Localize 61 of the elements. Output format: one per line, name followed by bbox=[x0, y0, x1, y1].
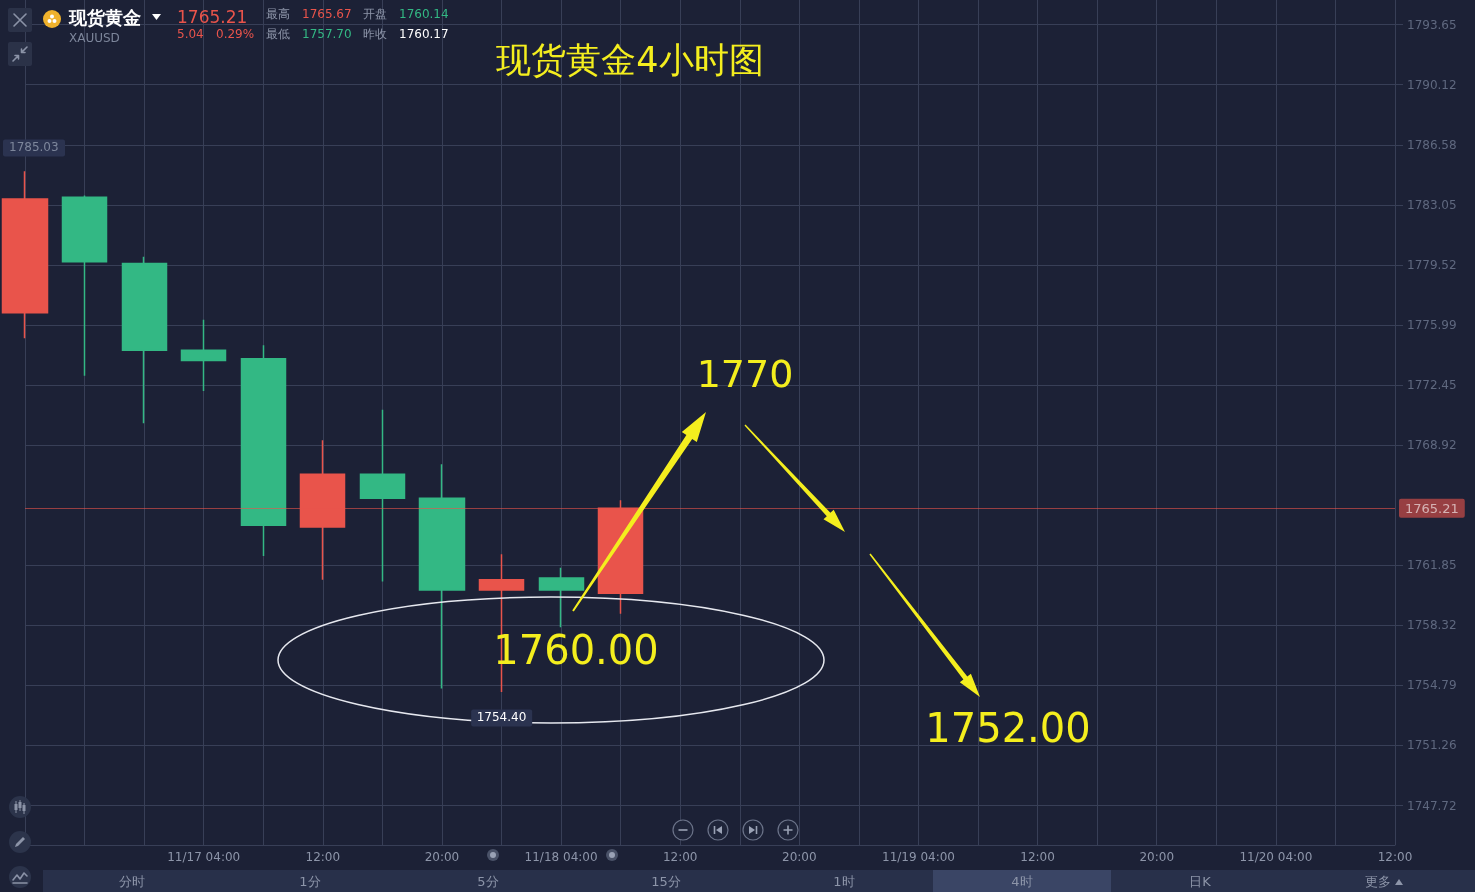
candlestick bbox=[61, 194, 108, 377]
annotation: 最高 bbox=[266, 7, 290, 22]
candlestick bbox=[240, 344, 287, 557]
y-tick-label: 1783.05 bbox=[1407, 197, 1457, 212]
candlestick bbox=[299, 439, 346, 581]
annotation: 最低 bbox=[266, 27, 290, 42]
x-tick-label: 12:00 bbox=[1020, 850, 1055, 864]
y-tick-label: 1758.32 bbox=[1407, 618, 1457, 633]
y-tick-label: 1761.85 bbox=[1407, 558, 1457, 573]
x-tick-label: 12:00 bbox=[662, 850, 698, 864]
annotation: 1770 bbox=[696, 352, 794, 397]
y-tick-label: 1747.72 bbox=[1407, 798, 1457, 813]
text: 现货黄金4小时图 bbox=[496, 39, 764, 80]
candlestick bbox=[597, 499, 644, 615]
annotation: 1760.14 bbox=[399, 7, 449, 22]
annotation: 5.04 bbox=[177, 27, 204, 42]
annotation: 1785.03 bbox=[3, 139, 65, 157]
text: 分时 bbox=[119, 873, 145, 890]
y-tick-label: 1754.79 bbox=[1407, 678, 1457, 693]
y-tick-label: 1779.52 bbox=[1407, 257, 1457, 272]
annotation: 开盘 bbox=[363, 7, 387, 22]
y-tick-label: 1793.65 bbox=[1407, 17, 1457, 32]
annotation: 1757.70 bbox=[302, 27, 352, 42]
candlestick bbox=[359, 409, 406, 583]
x-tick-label: 12:00 bbox=[305, 850, 341, 864]
text: 1时 bbox=[833, 873, 855, 890]
annotation: XAUUSD bbox=[69, 31, 120, 46]
annotation: 1754.40 bbox=[470, 709, 533, 727]
ref-line-label: 1765.21 bbox=[1405, 500, 1459, 516]
annotation: 现货黄金 bbox=[69, 7, 141, 29]
annotation: 1765.21 bbox=[177, 6, 248, 27]
candlestick bbox=[1, 170, 49, 340]
x-tick-label: 20:00 bbox=[782, 850, 817, 864]
text: 1分 bbox=[299, 873, 321, 890]
text: 4时 bbox=[1011, 873, 1033, 890]
x-tick-label: 20:00 bbox=[424, 850, 460, 864]
y-tick-label: 1772.45 bbox=[1407, 378, 1457, 393]
text: 日K bbox=[1189, 873, 1211, 890]
x-tick-label: 11/20 04:00 bbox=[1239, 850, 1313, 864]
y-tick-label: 1775.99 bbox=[1407, 317, 1457, 332]
x-tick-label: 12:00 bbox=[1377, 850, 1413, 864]
y-tick-label: 1751.26 bbox=[1407, 738, 1457, 753]
annotation: 1760.17 bbox=[399, 27, 449, 42]
text: 5分 bbox=[477, 873, 499, 890]
candlestick bbox=[418, 463, 466, 690]
annotation: 1752.00 bbox=[925, 705, 1091, 751]
annotation: 0.29% bbox=[216, 27, 255, 42]
y-tick-label: 1768.92 bbox=[1407, 438, 1457, 453]
x-tick-label: 11/18 04:00 bbox=[524, 850, 598, 864]
x-tick-label: 20:00 bbox=[1139, 850, 1175, 864]
candlestick bbox=[180, 318, 227, 392]
x-tick-label: 11/17 04:00 bbox=[167, 850, 241, 864]
candlestick bbox=[538, 567, 585, 629]
text: 15分 bbox=[651, 873, 681, 890]
y-tick-label: 1790.12 bbox=[1407, 77, 1457, 92]
annotation: 昨收 bbox=[363, 27, 387, 42]
annotation: 1765.67 bbox=[302, 7, 352, 22]
x-tick-label: 11/19 04:00 bbox=[881, 850, 955, 864]
text: 更多 bbox=[1365, 873, 1391, 890]
candlestick bbox=[121, 255, 168, 425]
y-tick-label: 1786.58 bbox=[1407, 137, 1457, 152]
